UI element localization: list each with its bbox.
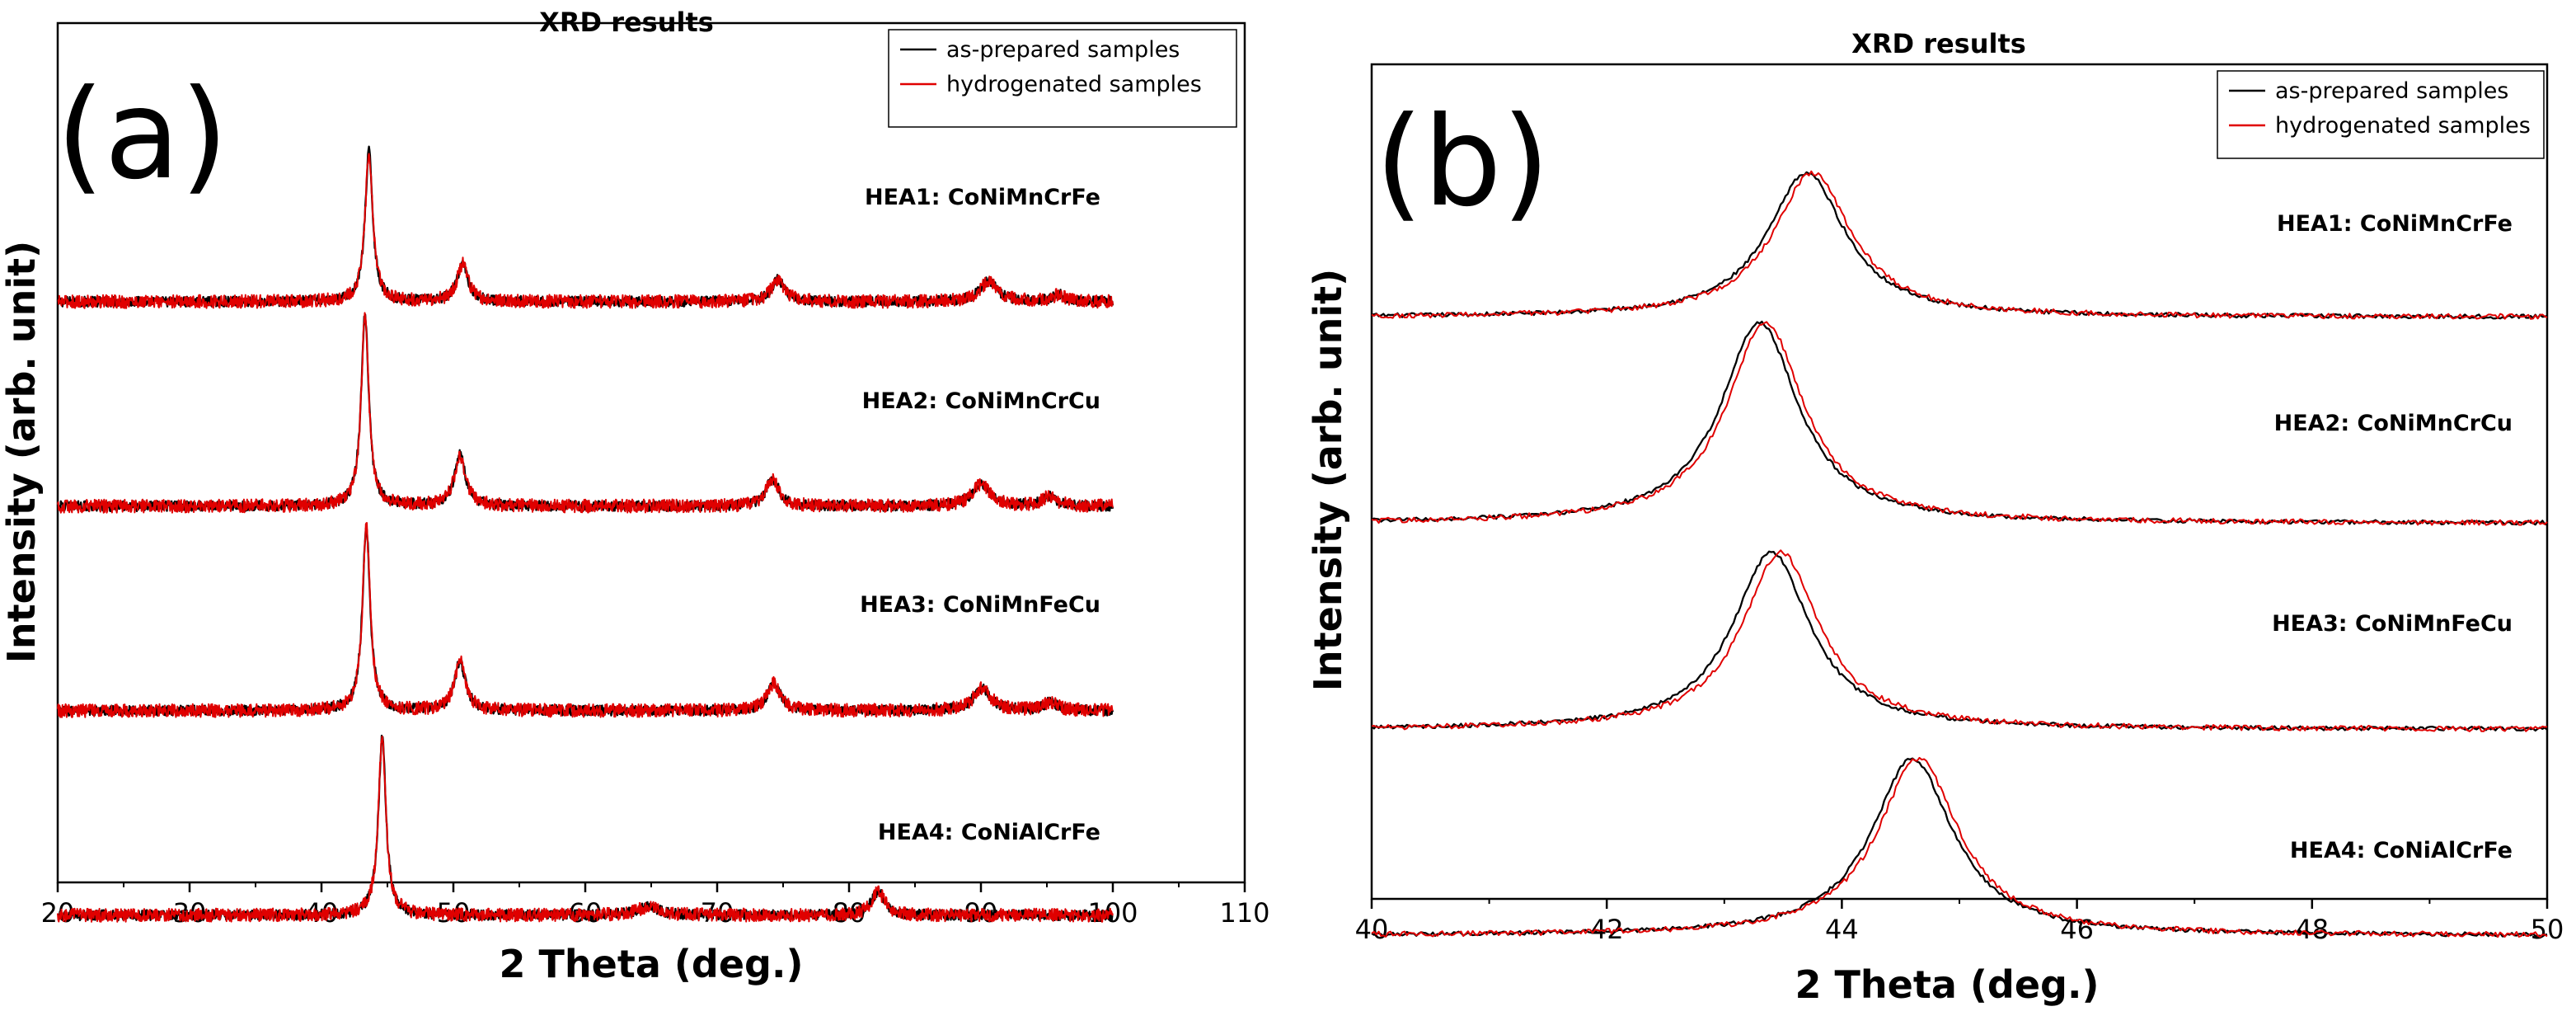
- series-line-a-2-hydrogenated: [57, 522, 1114, 718]
- series-line-b-0-hydrogenated: [1371, 170, 2548, 320]
- x-tick-label-b-0: 40: [1355, 914, 1389, 945]
- legend-entry-a-0: as-prepared samples: [946, 37, 1180, 63]
- legend-entry-b-1: hydrogenated samples: [2275, 113, 2531, 139]
- legend-b: as-prepared samples hydrogenated samples: [2217, 70, 2545, 159]
- plot-frame-a: [56, 21, 1246, 884]
- x-tick-label-a-9: 110: [1219, 897, 1269, 929]
- x-tick-label-b-5: 50: [2531, 914, 2564, 945]
- panel-label-a: (a): [56, 63, 228, 207]
- x-tick-label-b-4: 48: [2295, 914, 2329, 945]
- series-label-a-3: HEA4: CoNiAlCrFe: [878, 820, 1100, 845]
- series-label-b-1: HEA2: CoNiMnCrCu: [2274, 411, 2513, 436]
- series-label-a-2: HEA3: CoNiMnFeCu: [860, 592, 1100, 618]
- legend-box-a: [888, 29, 1237, 128]
- series-line-a-0-hydrogenated: [57, 153, 1114, 309]
- series-label-a-0: HEA1: CoNiMnCrFe: [865, 185, 1100, 210]
- chart-title-b: XRD results: [1851, 28, 2026, 59]
- series-label-b-0: HEA1: CoNiMnCrFe: [2277, 211, 2513, 237]
- x-tick-label-b-2: 44: [1825, 914, 1859, 945]
- legend-entry-b-0: as-prepared samples: [2275, 78, 2508, 104]
- y-axis-label-b: Intensity (arb. unit): [1306, 269, 1350, 691]
- series-line-b-2-hydrogenated: [1371, 549, 2548, 732]
- x-axis-label-b: 2 Theta (deg.): [1795, 962, 2100, 1007]
- legend-a: as-prepared samples hydrogenated samples: [888, 29, 1237, 128]
- series-line-a-1-hydrogenated: [57, 312, 1114, 514]
- series-label-a-1: HEA2: CoNiMnCrCu: [862, 388, 1100, 414]
- series-line-b-3-hydrogenated: [1371, 756, 2548, 938]
- y-axis-label-a: Intensity (arb. unit): [0, 241, 44, 663]
- series-line-b-2-as-prepared: [1371, 550, 2548, 732]
- x-axis-label-a: 2 Theta (deg.): [500, 942, 804, 986]
- series-line-a-2-as-prepared: [56, 527, 1114, 717]
- series-label-b-3: HEA4: CoNiAlCrFe: [2290, 838, 2513, 863]
- chart-title-a: XRD results: [539, 7, 714, 38]
- legend-entry-a-1: hydrogenated samples: [946, 72, 1202, 97]
- series-line-b-1-hydrogenated: [1371, 321, 2548, 526]
- series-label-b-2: HEA3: CoNiMnFeCu: [2272, 611, 2513, 637]
- legend-box-b: [2217, 70, 2545, 159]
- panel-label-b: (b): [1375, 91, 1550, 234]
- series-line-a-3-hydrogenated: [57, 736, 1114, 923]
